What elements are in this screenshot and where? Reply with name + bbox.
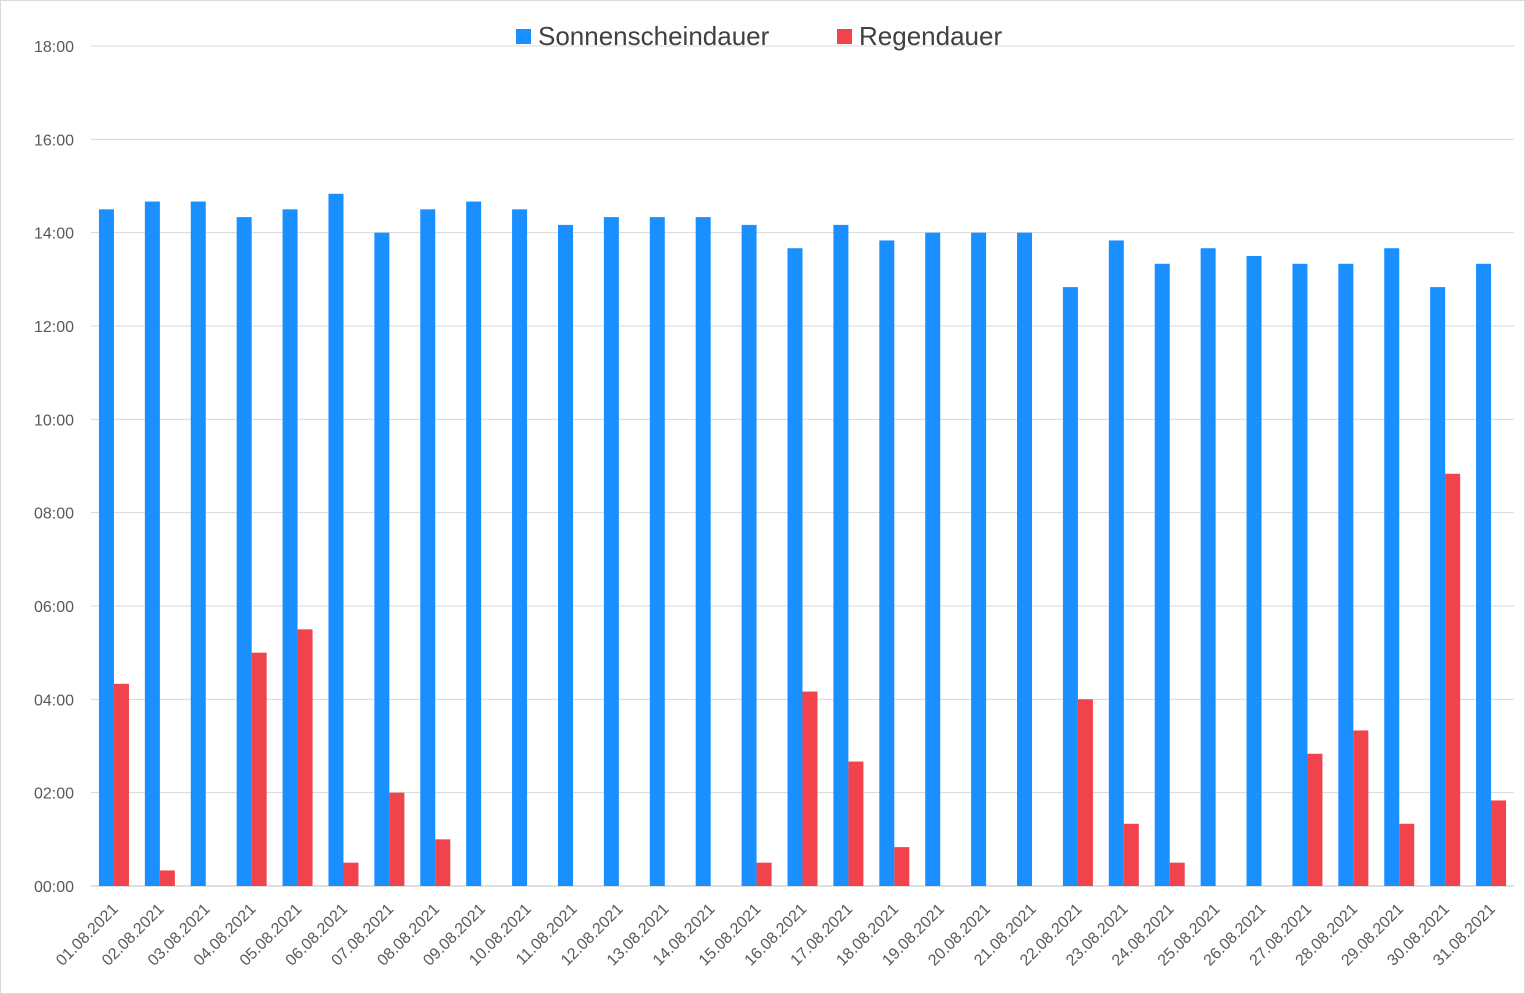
bar-sonnenscheindauer	[1200, 248, 1216, 886]
bar-sonnenscheindauer	[1384, 248, 1400, 886]
bar-regendauer	[756, 862, 772, 886]
bar-sonnenscheindauer	[649, 217, 665, 887]
bar-sonnenscheindauer	[466, 201, 482, 887]
y-tick-label: 00:00	[34, 879, 74, 896]
legend: Sonnenscheindauer Regendauer	[516, 21, 1002, 51]
y-axis-ticks: 00:00 02:00 04:00 06:00 08:00 10:00 12:00 14:00…	[34, 39, 74, 896]
bar-regendauer	[802, 691, 818, 886]
bar-sonnenscheindauer	[695, 217, 711, 887]
bar-regendauer	[1169, 862, 1185, 886]
bar-sonnenscheindauer	[1292, 263, 1308, 886]
bar-sonnenscheindauer	[1062, 287, 1078, 887]
bar-sonnenscheindauer	[1338, 263, 1354, 886]
bar-sonnenscheindauer	[833, 224, 849, 886]
y-tick-label: 06:00	[34, 599, 74, 616]
bar-sonnenscheindauer	[236, 217, 252, 887]
bar-sonnenscheindauer	[1154, 263, 1170, 886]
y-tick-label: 02:00	[34, 786, 74, 803]
bar-regendauer	[297, 629, 313, 886]
legend-label: Sonnenscheindauer	[538, 21, 770, 51]
legend-item: Regendauer	[837, 21, 1002, 51]
bar-sonnenscheindauer	[787, 248, 803, 886]
bar-regendauer	[389, 792, 405, 886]
bar-regendauer	[251, 652, 267, 886]
bar-sonnenscheindauer	[328, 193, 344, 886]
bar-sonnenscheindauer	[282, 209, 298, 887]
y-tick-label: 16:00	[34, 132, 74, 149]
bar-sonnenscheindauer	[879, 240, 895, 886]
bar-regendauer	[1491, 800, 1507, 886]
bar-regendauer	[894, 847, 910, 886]
bar-regendauer	[1353, 730, 1369, 886]
bar-regendauer	[1123, 823, 1139, 886]
legend-item: Sonnenscheindauer	[516, 21, 770, 51]
x-axis-ticks: 01.08.202102.08.202103.08.202104.08.2021…	[53, 901, 1499, 970]
bar-sonnenscheindauer	[98, 209, 114, 887]
bar-sonnenscheindauer	[925, 232, 941, 886]
y-tick-label: 08:00	[34, 506, 74, 523]
bar-sonnenscheindauer	[420, 209, 436, 887]
bar-sonnenscheindauer	[190, 201, 206, 887]
bar-regendauer	[1399, 823, 1415, 886]
bar-regendauer	[848, 761, 864, 886]
legend-swatch	[516, 29, 531, 44]
bar-sonnenscheindauer	[1246, 256, 1262, 886]
bar-regendauer	[1307, 753, 1323, 886]
bar-regendauer	[1445, 473, 1461, 886]
bar-sonnenscheindauer	[741, 224, 757, 886]
legend-swatch	[837, 29, 852, 44]
y-tick-label: 18:00	[34, 39, 74, 56]
bar-sonnenscheindauer	[1108, 240, 1124, 886]
y-tick-label: 14:00	[34, 226, 74, 243]
bar-sonnenscheindauer	[557, 224, 573, 886]
bar-regendauer	[113, 683, 129, 886]
bar-regendauer	[343, 862, 359, 886]
bar-regendauer	[1077, 699, 1093, 886]
bar-sonnenscheindauer	[1430, 287, 1446, 887]
bar-sonnenscheindauer	[144, 201, 160, 887]
legend-label: Regendauer	[859, 21, 1002, 51]
y-tick-label: 04:00	[34, 692, 74, 709]
bar-sonnenscheindauer	[603, 217, 619, 887]
bar-regendauer	[159, 870, 175, 886]
bar-sonnenscheindauer	[971, 232, 987, 886]
bar-regendauer	[435, 839, 451, 886]
bar-sonnenscheindauer	[1476, 263, 1492, 886]
y-tick-label: 12:00	[34, 319, 74, 336]
bar-sonnenscheindauer	[1017, 232, 1033, 886]
bar-sonnenscheindauer	[374, 232, 390, 886]
bar-sonnenscheindauer	[512, 209, 528, 887]
bars	[98, 193, 1507, 887]
y-tick-label: 10:00	[34, 412, 74, 429]
